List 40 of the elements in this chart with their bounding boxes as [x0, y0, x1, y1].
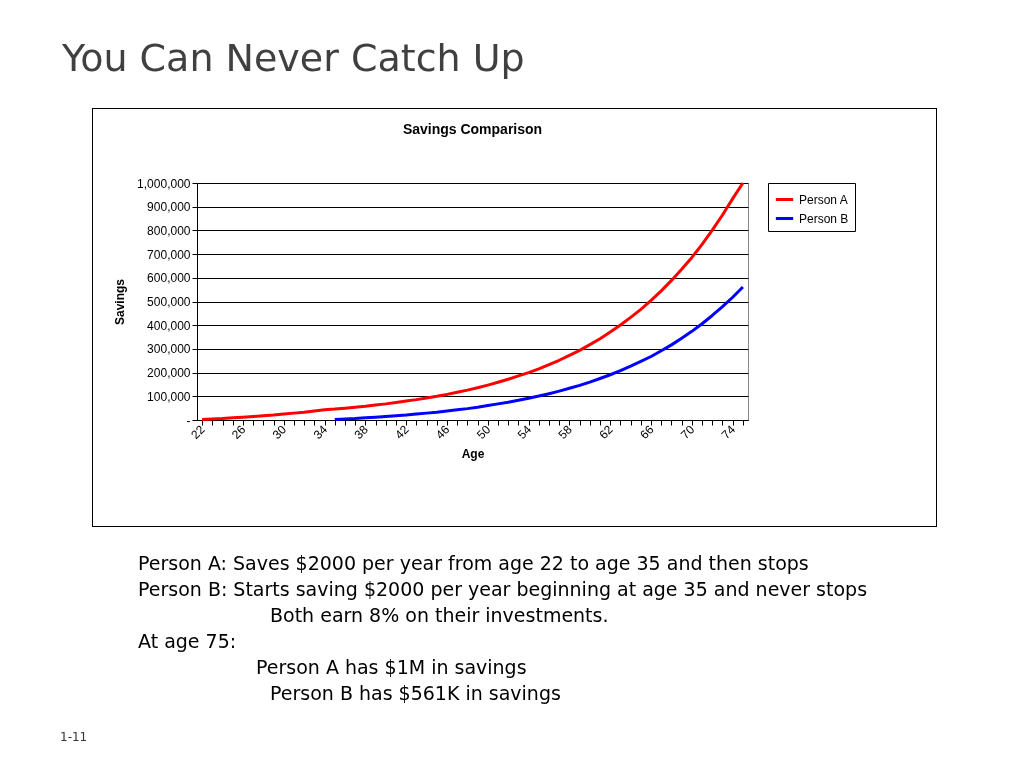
x-tick-label: 62 — [596, 422, 616, 442]
x-tick-label: 66 — [637, 422, 657, 442]
x-tick-label: 50 — [473, 422, 494, 442]
text: At age 75: — [138, 629, 238, 654]
x-tick-label: 30 — [269, 422, 290, 442]
x-axis-title: Age — [461, 447, 485, 462]
y-tick-label: 600,000 — [147, 271, 191, 286]
text: Both earn 8% on their investments. — [269, 603, 610, 628]
y-axis-title: Savings — [113, 278, 128, 326]
x-tick-label: 22 — [188, 422, 208, 442]
x-tick-label: 42 — [392, 422, 412, 442]
x-tick-label: 70 — [677, 422, 698, 442]
x-tick-label: 38 — [351, 422, 372, 442]
chart-title: You Can Never Catch Up — [62, 36, 525, 80]
text: Person A: Saves $2000 per year from age 22 to age 35 and then stops — [138, 551, 810, 576]
line-series — [200, 181, 745, 422]
y-tick-label: 200,000 — [147, 366, 191, 381]
x-tick-label: 74 — [718, 422, 739, 442]
x-tick-label: 54 — [514, 422, 535, 442]
text: 1-11 — [60, 730, 88, 744]
x-tick-label: 26 — [229, 422, 249, 442]
x-tick-label: 34 — [310, 422, 331, 442]
y-tick-label: - — [186, 413, 191, 428]
text: Person B: Starts saving $2000 per year beginning at age 35 and never stops — [138, 577, 869, 602]
text: Person B has $561K in savings — [269, 681, 562, 706]
y-tick-label: 900,000 — [147, 200, 191, 215]
y-tick-label: 1,000,000 — [137, 176, 191, 191]
y-tick-label: 500,000 — [147, 295, 191, 309]
legend-label: Person A — [799, 192, 848, 207]
y-tick-label: 300,000 — [147, 342, 191, 357]
line-series — [333, 285, 745, 422]
x-tick-label: 58 — [555, 422, 576, 442]
x-tick-label: 46 — [433, 422, 453, 442]
y-tick-label: 100,000 — [147, 389, 191, 404]
y-tick-label: 400,000 — [147, 318, 191, 333]
y-tick-label: 800,000 — [147, 223, 191, 238]
legend-label: Person B — [799, 211, 849, 226]
chart-subtitle: Savings Comparison — [402, 121, 543, 137]
text: Person A has $1M in savings — [255, 655, 528, 680]
y-tick-label: 700,000 — [147, 247, 191, 262]
